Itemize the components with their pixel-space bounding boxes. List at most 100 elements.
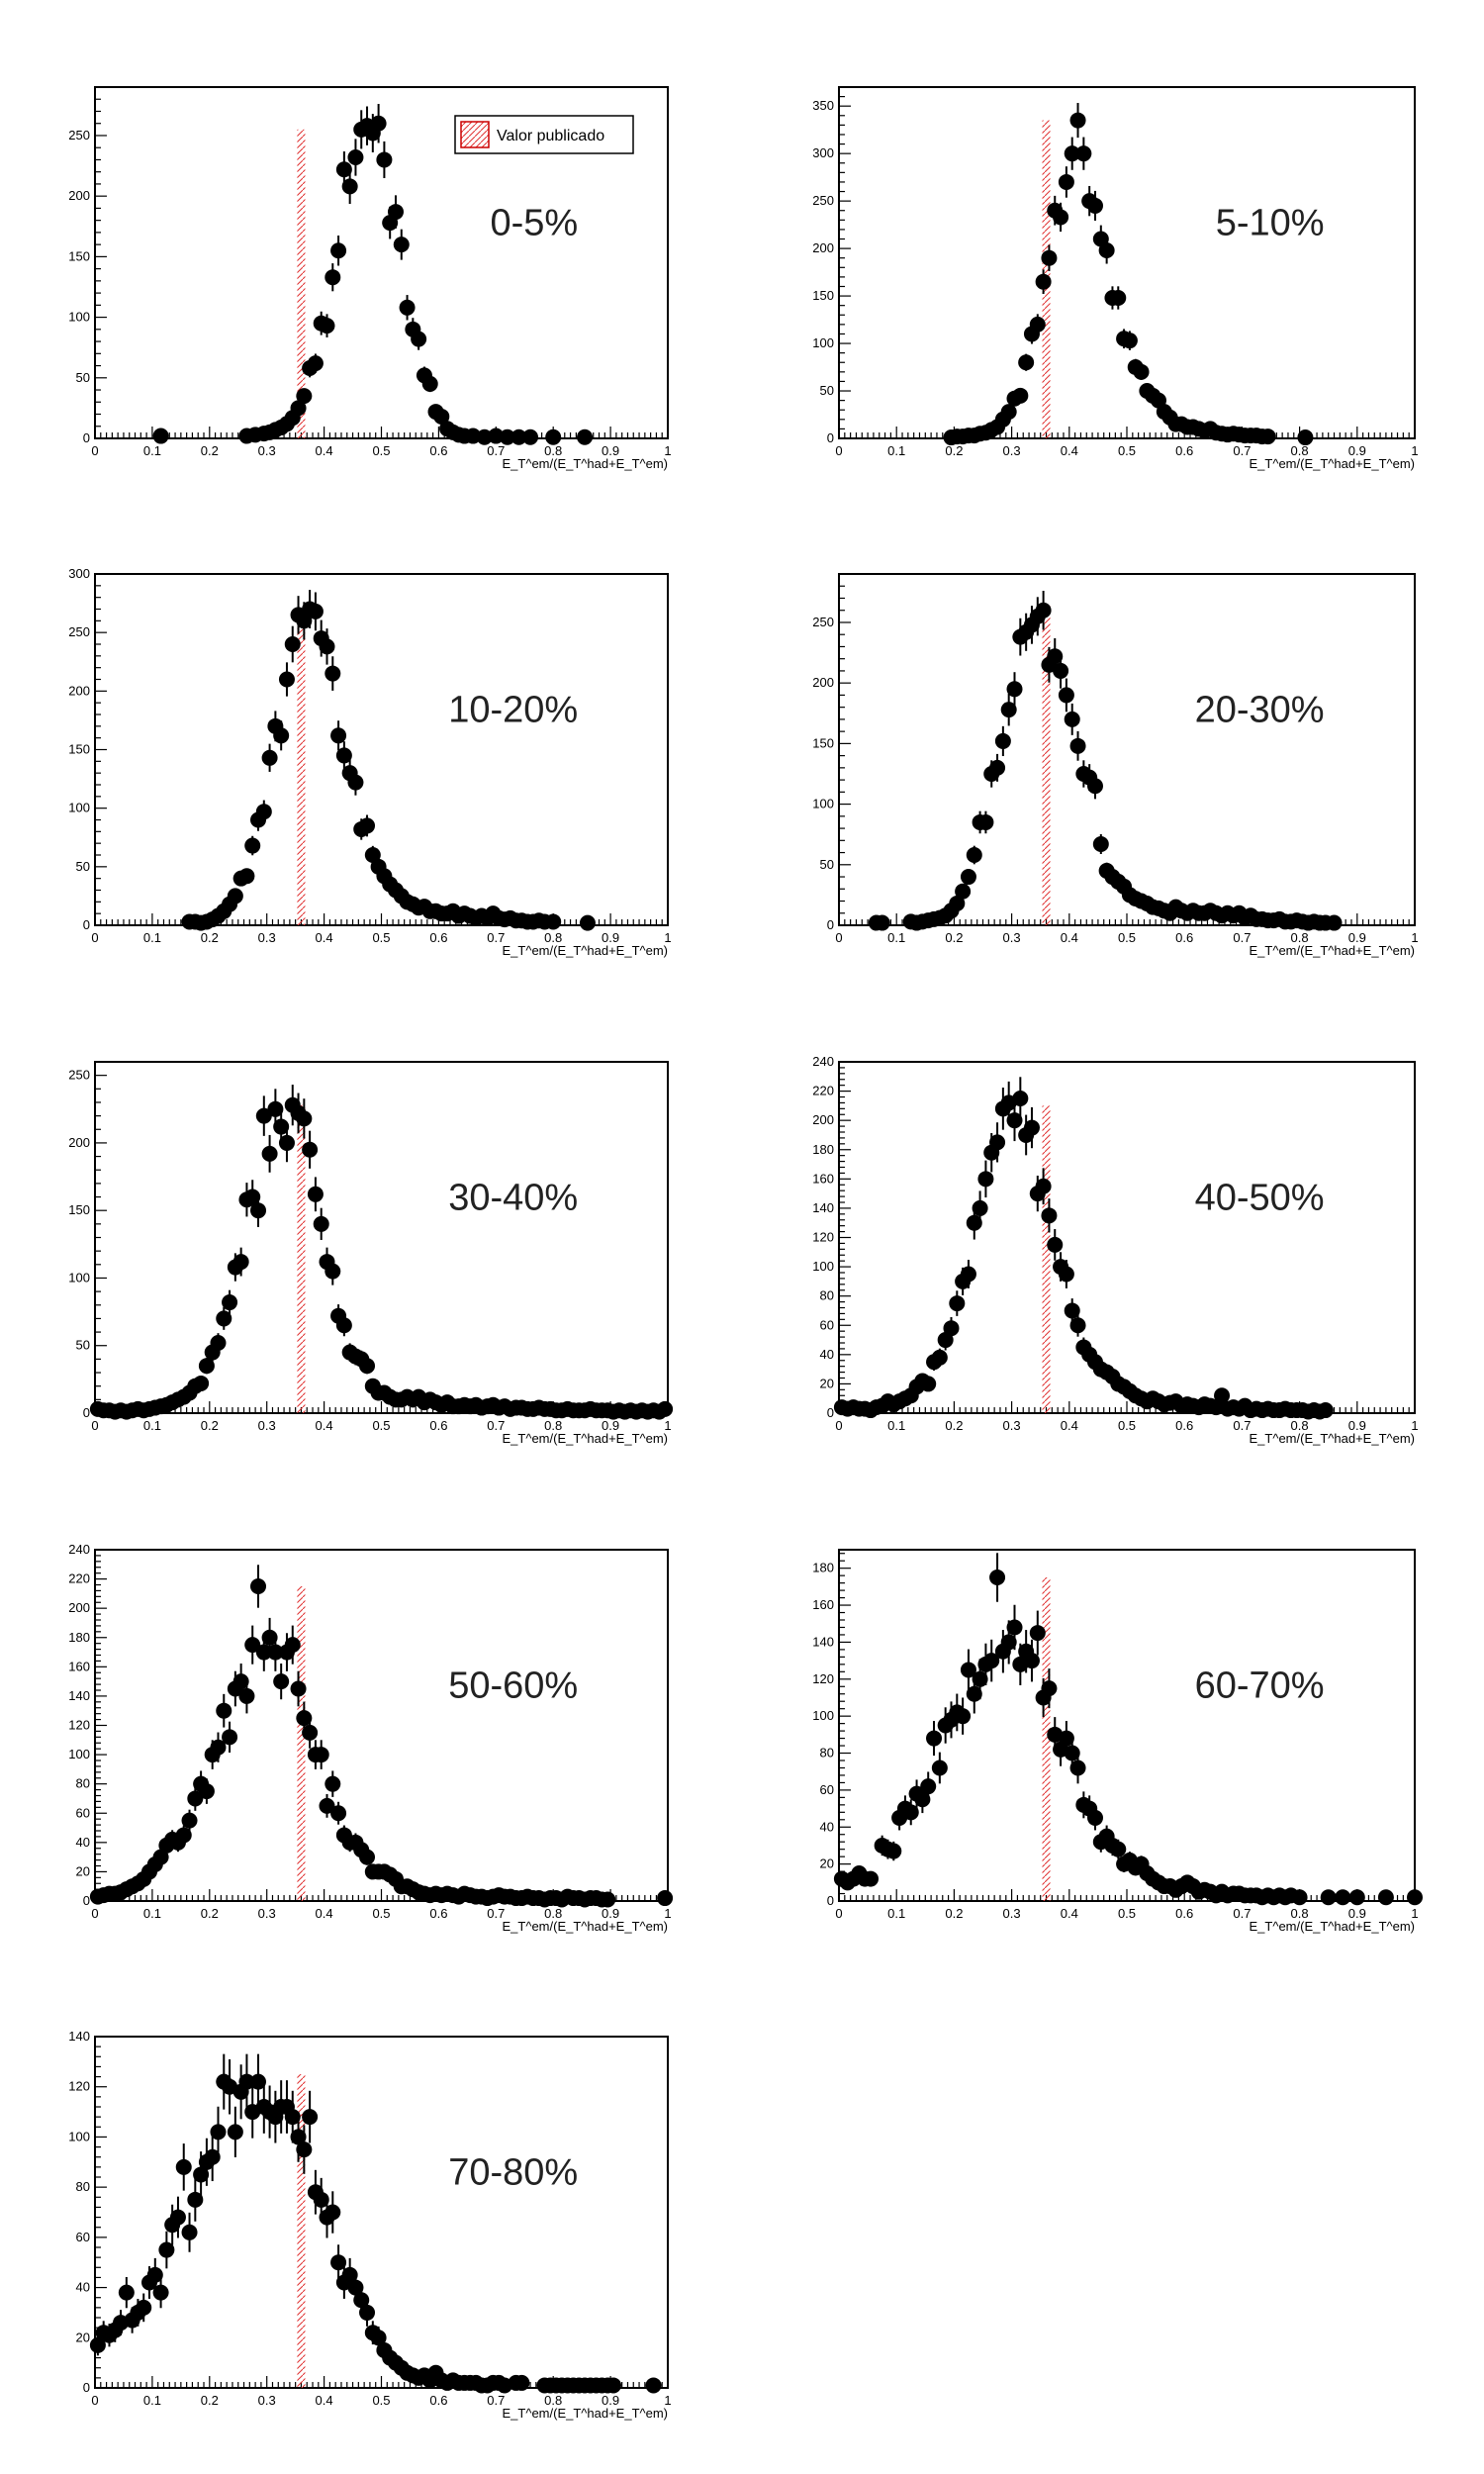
data-point	[193, 1375, 210, 1391]
data-point	[579, 914, 596, 931]
x-tick-label: 0.6	[1175, 930, 1193, 945]
x-tick-label: 0.3	[1003, 443, 1021, 458]
data-point	[296, 388, 313, 405]
x-tick-label: 0	[91, 1418, 98, 1433]
data-point	[302, 1724, 319, 1741]
data-point	[960, 869, 976, 886]
data-point	[972, 1670, 988, 1687]
x-tick-label: 0.1	[887, 443, 905, 458]
data-point	[353, 2292, 370, 2309]
y-tick-label: 200	[812, 675, 834, 690]
y-tick-label: 60	[76, 2230, 90, 2244]
published-value-band	[297, 609, 306, 925]
chart-title: 60-70%	[1195, 1665, 1325, 1706]
y-tick-label: 250	[68, 624, 90, 639]
y-tick-label: 100	[68, 2129, 90, 2143]
chart-panel: 0 0.1 0.2 0.3 0.4 0.5 0.6 0.7 0.8 0.9 1 0 20 40 60 80 10…	[812, 1549, 1423, 1934]
data-point	[960, 1662, 976, 1678]
data-point	[657, 1400, 674, 1417]
data-point	[1006, 1619, 1023, 1636]
x-axis-label: E_T^em/(E_T^had+E_T^em)	[503, 1919, 669, 1934]
data-point	[227, 2124, 243, 2141]
y-tick-label: 80	[820, 1288, 834, 1303]
plot-frame	[838, 86, 1416, 439]
data-point	[1006, 1112, 1023, 1129]
data-point	[267, 1644, 284, 1661]
data-point	[989, 759, 1006, 776]
y-tick-label: 200	[68, 188, 90, 203]
x-tick-label: 0.8	[544, 1418, 562, 1433]
data-point	[187, 2191, 204, 2208]
chart-panel: 0 0.1 0.2 0.3 0.4 0.5 0.6 0.7 0.8 0.9 1 0 50 100 150 20…	[812, 573, 1419, 958]
data-point	[210, 1739, 227, 1756]
data-point	[972, 1199, 988, 1216]
y-tick-label: 150	[812, 288, 834, 303]
x-tick-label: 0.6	[429, 2393, 447, 2408]
y-tick-label: 50	[76, 1338, 90, 1353]
data-point	[1023, 1119, 1040, 1136]
data-point	[1029, 316, 1046, 333]
y-tick-label: 50	[820, 857, 834, 872]
data-point	[330, 1805, 347, 1822]
y-tick-label: 140	[812, 1200, 834, 1215]
x-tick-label: 1	[1411, 930, 1418, 945]
data-point	[278, 1134, 295, 1151]
data-point	[296, 1110, 313, 1127]
data-point	[393, 237, 410, 253]
data-point	[313, 2191, 329, 2208]
y-tick-label: 120	[68, 2079, 90, 2094]
data-point	[1035, 1178, 1052, 1194]
data-point	[152, 2284, 169, 2301]
y-tick-label: 200	[68, 1135, 90, 1150]
data-point	[1297, 429, 1314, 446]
data-point	[1121, 333, 1138, 349]
data-point	[411, 331, 427, 347]
x-tick-label: 0.3	[258, 2393, 276, 2408]
data-point	[522, 428, 539, 445]
data-point	[250, 1202, 267, 1219]
data-point	[244, 1189, 261, 1205]
y-tick-label: 300	[812, 145, 834, 160]
data-point	[931, 1349, 948, 1366]
published-value-band	[297, 1104, 306, 1413]
y-tick-label: 100	[812, 1708, 834, 1723]
data-point	[278, 671, 295, 688]
data-point	[296, 613, 313, 629]
data-point	[1214, 1387, 1231, 1404]
data-point	[1018, 354, 1035, 371]
x-tick-label: 0.1	[143, 1906, 161, 1921]
y-tick-label: 0	[83, 1405, 90, 1420]
data-point	[1291, 1889, 1308, 1906]
y-tick-label: 20	[76, 2330, 90, 2344]
y-tick-label: 100	[812, 335, 834, 350]
x-tick-label: 0.7	[1233, 1906, 1251, 1921]
x-tick-label: 0.6	[1175, 443, 1193, 458]
data-point	[1047, 648, 1064, 665]
x-tick-label: 0	[91, 443, 98, 458]
data-point	[335, 747, 352, 764]
data-point	[222, 1729, 238, 1746]
x-tick-label: 0.7	[487, 2393, 505, 2408]
x-tick-label: 0.4	[1061, 1418, 1078, 1433]
y-tick-label: 100	[68, 801, 90, 815]
published-value-band	[297, 1585, 306, 1901]
data-point	[216, 1702, 232, 1719]
x-tick-label: 0.7	[487, 1418, 505, 1433]
x-tick-label: 0.6	[1175, 1418, 1193, 1433]
data-point	[600, 1891, 616, 1908]
chart-panel: 0 0.1 0.2 0.3 0.4 0.5 0.6 0.7 0.8 0.9 1 0 20 40 60 80 10…	[812, 1054, 1418, 1446]
data-point	[1069, 1760, 1086, 1776]
data-point	[175, 2158, 192, 2175]
x-tick-label: 0.8	[1291, 1418, 1309, 1433]
data-point	[1064, 711, 1080, 727]
data-point	[1041, 249, 1058, 266]
y-tick-label: 150	[68, 742, 90, 757]
data-point	[513, 2374, 530, 2391]
plot-frame	[94, 1061, 669, 1414]
data-point	[604, 2377, 621, 2394]
data-point	[1006, 681, 1023, 698]
data-point	[261, 1629, 278, 1646]
x-tick-label: 0	[91, 930, 98, 945]
data-point	[319, 638, 335, 655]
data-point	[222, 1294, 238, 1311]
